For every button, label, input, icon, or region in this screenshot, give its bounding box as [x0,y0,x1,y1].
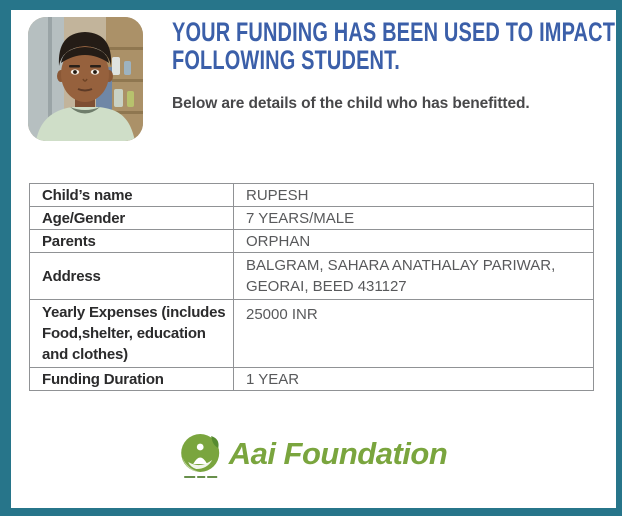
row-label-age-gender: Age/Gender [29,206,234,230]
table-row-yearly-expenses: Yearly Expenses (includes Food,shelter, … [29,299,594,368]
expenses-label-line-1: Yearly Expenses (includes [42,304,226,321]
expenses-label-line-3: and clothes) [42,346,128,363]
address-line-1: BALGRAM, SAHARA ANATHALAY PARIWAR, [246,257,556,274]
page-title-text-1: YOUR FUNDING HAS BEEN USED TO IMPACT THE [172,17,622,47]
row-value-yearly-expenses: 25000 INR [233,299,594,368]
page-title-line-1: YOUR FUNDING HAS BEEN USED TO IMPACT THE [172,17,622,47]
table-row-childs-name: Child’s name RUPESH [29,183,594,207]
student-details-table: Child’s name RUPESH Age/Gender 7 YEARS/M… [29,183,594,391]
globe-leaf-icon [180,433,222,481]
row-label-yearly-expenses: Yearly Expenses (includes Food,shelter, … [29,299,234,368]
table-row-parents: Parents ORPHAN [29,229,594,253]
row-value-parents: ORPHAN [233,229,594,253]
logo-wordmark: Aai Foundation [228,436,448,471]
row-label-address: Address [29,252,234,300]
table-row-age-gender: Age/Gender 7 YEARS/MALE [29,206,594,230]
page-title-text-2: FOLLOWING STUDENT. [172,45,400,75]
row-value-childs-name: RUPESH [233,183,594,207]
row-label-parents: Parents [29,229,234,253]
row-label-childs-name: Child’s name [29,183,234,207]
row-value-age-gender: 7 YEARS/MALE [233,206,594,230]
student-photo [28,17,143,141]
page-title: YOUR FUNDING HAS BEEN USED TO IMPACT THE… [172,17,622,75]
student-portrait-photo [28,17,143,141]
row-value-address: BALGRAM, SAHARA ANATHALAY PARIWAR, GEORA… [233,252,594,300]
row-value-funding-duration: 1 YEAR [233,367,594,391]
table-row-address: Address BALGRAM, SAHARA ANATHALAY PARIWA… [29,252,594,300]
row-label-funding-duration: Funding Duration [29,367,234,391]
aai-foundation-logo: Aai Foundation [180,433,448,481]
table-row-funding-duration: Funding Duration 1 YEAR [29,367,594,391]
expenses-label-line-2: Food,shelter, education [42,325,206,342]
page-subtitle: Below are details of the child who has b… [172,95,530,112]
address-line-2: GEORAI, BEED 431127 [246,278,407,295]
page-title-line-2: FOLLOWING STUDENT. [172,45,616,75]
